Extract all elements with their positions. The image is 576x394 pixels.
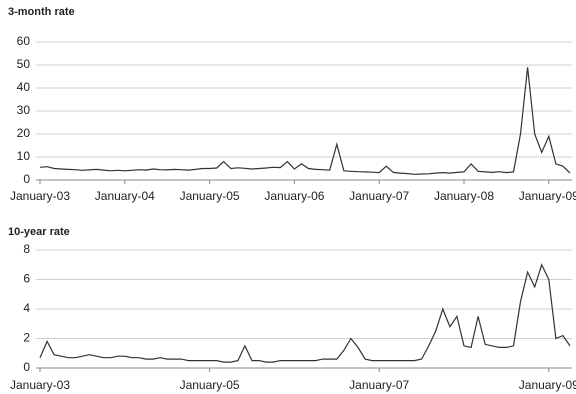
data-line <box>39 263 571 363</box>
y-tick-label: 50 <box>17 57 31 71</box>
y-tick-label: 8 <box>23 242 30 256</box>
x-tick-label: January-06 <box>264 189 324 203</box>
y-tick-label: 60 <box>17 34 31 48</box>
x-tick-label: January-03 <box>10 189 70 203</box>
chart-title: 3-month rate <box>8 6 75 18</box>
y-tick-label: 2 <box>23 331 30 345</box>
y-tick-label: 4 <box>23 301 30 315</box>
chart-title: 10-year rate <box>8 226 70 238</box>
x-tick-label: January-04 <box>95 189 155 203</box>
y-tick-label: 0 <box>23 360 30 374</box>
x-tick-label: January-05 <box>180 189 240 203</box>
x-tick-label: January-09 <box>519 378 576 392</box>
x-tick-label: January-07 <box>349 189 409 203</box>
y-tick-label: 20 <box>17 126 31 140</box>
y-tick-label: 30 <box>17 103 31 117</box>
y-tick-label: 0 <box>23 172 30 186</box>
y-tick-label: 10 <box>17 149 31 163</box>
x-tick-label: January-09 <box>519 189 576 203</box>
y-tick-label: 6 <box>23 272 30 286</box>
data-line <box>39 67 571 175</box>
x-tick-label: January-08 <box>434 189 494 203</box>
x-tick-label: January-03 <box>10 378 70 392</box>
x-tick-label: January-07 <box>349 378 409 392</box>
y-tick-label: 40 <box>17 80 31 94</box>
x-tick-label: January-05 <box>180 378 240 392</box>
